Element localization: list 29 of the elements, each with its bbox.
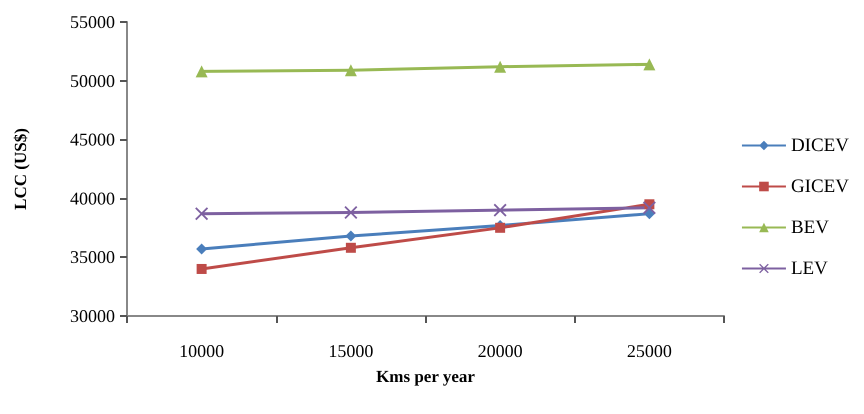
legend-label: LEV	[790, 258, 828, 279]
point	[344, 64, 357, 76]
y-tick-label: 55000	[70, 12, 115, 32]
point	[642, 201, 656, 214]
x-axis-title: Kms per year	[376, 367, 476, 386]
point	[345, 230, 356, 242]
point	[494, 204, 507, 217]
x-tick-label: 20000	[478, 341, 523, 361]
point	[196, 243, 208, 254]
point	[196, 264, 207, 274]
point	[494, 60, 506, 73]
y-tick-label: 35000	[70, 247, 115, 268]
y-tick-label: 40000	[70, 188, 115, 208]
point	[344, 206, 358, 220]
x-tick-label: 15000	[328, 341, 374, 361]
y-axis-title: LCC (US$)	[11, 128, 30, 210]
legend-label: BEV	[790, 217, 830, 238]
y-tick-label: 30000	[70, 306, 115, 326]
y-tick-label: 45000	[70, 130, 115, 150]
point	[346, 242, 356, 253]
point	[643, 58, 656, 70]
x-tick-label: 25000	[626, 341, 672, 361]
y-tick-label: 50000	[70, 70, 115, 91]
point	[195, 207, 208, 220]
legend-label: DICEV	[790, 135, 850, 156]
legend-label: GICEV	[790, 176, 850, 197]
x-tick-label: 10000	[179, 341, 224, 361]
point	[196, 65, 208, 78]
point	[495, 222, 506, 233]
